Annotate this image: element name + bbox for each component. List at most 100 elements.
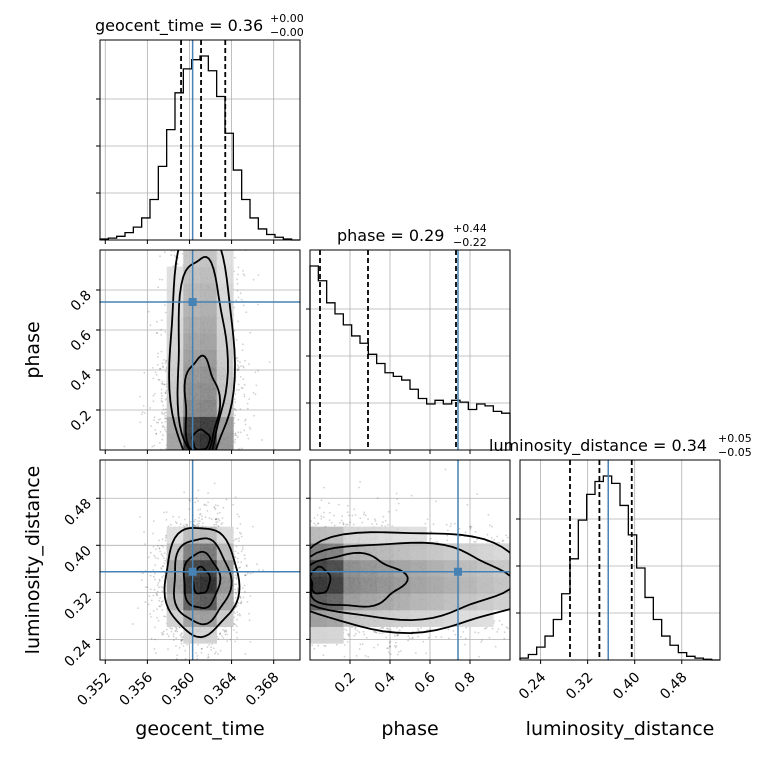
sample-point xyxy=(161,383,164,385)
axes-frame xyxy=(309,249,511,451)
sample-point xyxy=(201,515,203,518)
sample-point xyxy=(221,522,224,524)
sample-point xyxy=(235,545,238,548)
sample-point xyxy=(246,601,249,603)
sample-point xyxy=(215,661,217,663)
sample-point xyxy=(233,616,236,619)
sample-point xyxy=(161,565,164,568)
ylabel-phase: phase xyxy=(22,321,44,378)
sample-point xyxy=(161,555,164,557)
sample-point xyxy=(207,656,209,659)
sample-point xyxy=(152,400,155,403)
sample-point xyxy=(163,557,165,560)
sample-point xyxy=(257,303,259,306)
sample-point xyxy=(158,599,161,602)
sample-point xyxy=(214,518,217,521)
sample-point xyxy=(236,527,239,530)
sample-point xyxy=(155,592,158,595)
sample-point xyxy=(149,407,152,409)
sample-point xyxy=(152,532,155,535)
xlabel-luminosity-distance: luminosity_distance xyxy=(526,718,715,740)
title-geocent-time-label: geocent_time = 0.36 xyxy=(95,16,263,36)
sample-point xyxy=(175,637,178,640)
sample-point xyxy=(234,441,237,444)
sample-point xyxy=(161,401,164,403)
sample-point xyxy=(236,289,239,292)
sample-point xyxy=(180,642,183,645)
sample-point xyxy=(174,256,177,258)
sample-point xyxy=(234,393,237,395)
sample-point xyxy=(163,359,166,361)
sample-point xyxy=(163,511,165,514)
sample-point xyxy=(238,540,240,542)
sample-point xyxy=(234,409,237,411)
sample-point xyxy=(217,637,220,640)
sample-point xyxy=(161,633,164,636)
sample-point xyxy=(141,411,144,413)
density-cell xyxy=(183,283,201,301)
sample-point xyxy=(179,523,182,526)
xlabel-geocent-time: geocent_time xyxy=(135,718,264,740)
sample-point xyxy=(188,508,191,510)
sample-point xyxy=(254,371,257,374)
density-cell xyxy=(200,283,217,301)
sample-point xyxy=(243,393,246,396)
title-luminosity-distance: luminosity_distance = 0.34 +0.05 −0.05 xyxy=(489,432,752,459)
sample-point xyxy=(193,520,196,523)
sample-point xyxy=(248,612,251,615)
sample-point xyxy=(144,412,146,414)
sample-point xyxy=(233,329,236,332)
sample-point xyxy=(165,392,167,395)
sample-point xyxy=(153,416,156,419)
title-luminosity-distance-plus: +0.05 xyxy=(718,432,752,445)
sample-point xyxy=(198,516,201,519)
sample-point xyxy=(243,584,246,587)
sample-point xyxy=(255,384,258,387)
sample-point xyxy=(161,412,164,415)
density-cell xyxy=(166,316,184,334)
sample-point xyxy=(204,681,206,683)
sample-point xyxy=(163,630,165,633)
sample-point xyxy=(181,252,184,255)
sample-point xyxy=(235,593,238,595)
sample-point xyxy=(184,657,187,660)
density-cell xyxy=(166,333,184,351)
sample-point xyxy=(239,408,242,410)
sample-point xyxy=(175,657,178,660)
panel-geocent-time-vs-luminosity-distance xyxy=(96,459,301,683)
sample-point xyxy=(235,299,238,302)
sample-point xyxy=(208,517,211,520)
sample-point xyxy=(163,552,166,555)
sample-point xyxy=(236,369,239,371)
sample-point xyxy=(237,383,240,386)
sample-point xyxy=(217,518,220,520)
sample-point xyxy=(233,408,236,410)
sample-point xyxy=(183,518,186,521)
sample-point xyxy=(240,298,243,301)
sample-point xyxy=(161,538,164,541)
sample-point xyxy=(164,539,167,542)
sample-point xyxy=(234,556,237,559)
sample-point xyxy=(202,522,205,524)
sample-point xyxy=(243,554,246,557)
sample-point xyxy=(213,482,216,485)
sample-point xyxy=(153,392,156,395)
sample-point xyxy=(242,596,245,599)
sample-point xyxy=(161,380,164,383)
sample-point xyxy=(215,521,218,524)
sample-point xyxy=(248,426,251,429)
sample-point xyxy=(233,398,236,400)
sample-point xyxy=(159,431,162,433)
sample-point xyxy=(199,520,201,523)
sample-point xyxy=(139,421,142,424)
sample-point xyxy=(236,369,239,372)
axes-frame xyxy=(99,39,301,241)
sample-point xyxy=(234,574,237,577)
sample-point xyxy=(172,633,175,636)
sample-point xyxy=(234,432,237,435)
sample-point xyxy=(244,423,247,426)
histogram-step xyxy=(99,55,300,241)
sample-point xyxy=(217,671,219,673)
sample-point xyxy=(175,627,178,630)
